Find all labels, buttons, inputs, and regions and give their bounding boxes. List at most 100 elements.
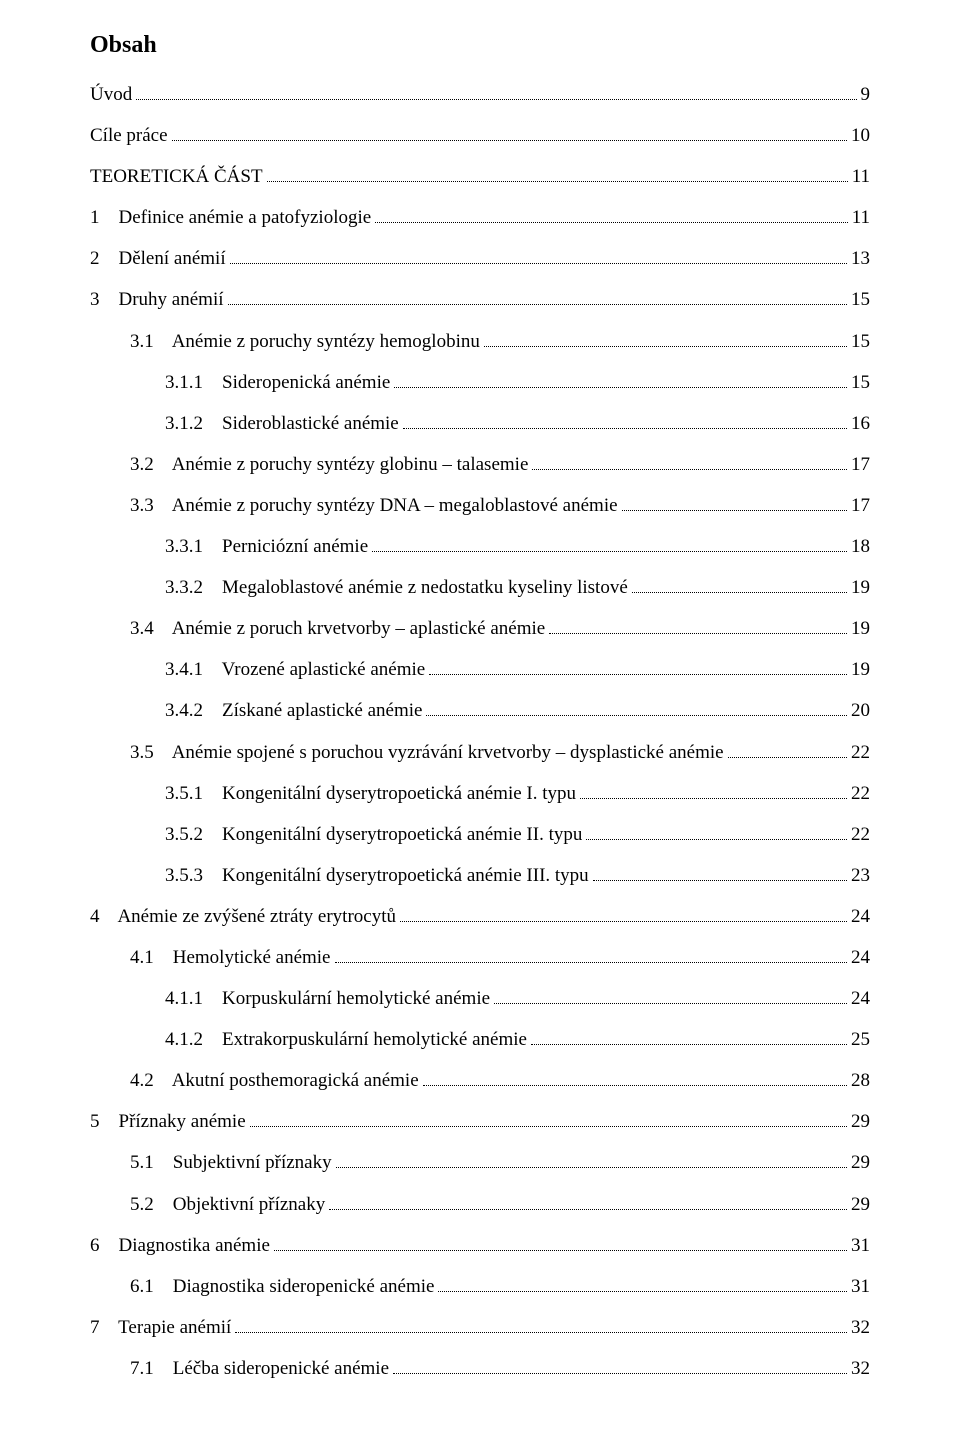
toc-entry[interactable]: 3.1.1 Sideropenická anémie 15: [90, 365, 870, 401]
toc-leader-dots: [531, 1027, 847, 1045]
toc-entry-label: 3.3 Anémie z poruchy syntézy DNA – megal…: [130, 488, 618, 524]
toc-entry[interactable]: 3.5 Anémie spojené s poruchou vyzrávání …: [90, 735, 870, 771]
toc-leader-dots: [423, 1068, 847, 1086]
toc-entry-label: 4.1.1 Korpuskulární hemolytické anémie: [165, 981, 490, 1017]
toc-entry[interactable]: 3.5.1 Kongenitální dyserytropoetická ané…: [90, 776, 870, 812]
toc-entry-page: 22: [851, 735, 870, 771]
toc-entry[interactable]: 3.3.1 Perniciózní anémie18: [90, 529, 870, 565]
toc-entry-label: 5 Příznaky anémie: [90, 1104, 246, 1140]
toc-entry[interactable]: 7 Terapie anémií32: [90, 1310, 870, 1346]
toc-entry[interactable]: 7.1 Léčba sideropenické anémie32: [90, 1351, 870, 1387]
toc-entry-label: TEORETICKÁ ČÁST: [90, 159, 263, 195]
toc-leader-dots: [438, 1274, 847, 1292]
toc-entry-page: 25: [851, 1022, 870, 1058]
toc-entry-page: 29: [851, 1145, 870, 1181]
toc-entry-label: 3.4 Anémie z poruch krvetvorby – aplasti…: [130, 611, 545, 647]
toc-entry-label: 7.1 Léčba sideropenické anémie: [130, 1351, 389, 1387]
toc-entry[interactable]: 3.4.1 Vrozené aplastické anémie19: [90, 652, 870, 688]
toc-leader-dots: [136, 82, 856, 100]
toc-entry[interactable]: 6.1 Diagnostika sideropenické anémie31: [90, 1269, 870, 1305]
toc-entry-label: 3.4.1 Vrozené aplastické anémie: [165, 652, 425, 688]
toc-entry-page: 18: [851, 529, 870, 565]
toc-entry[interactable]: 5.2 Objektivní příznaky29: [90, 1187, 870, 1223]
toc-entry-label: 6 Diagnostika anémie: [90, 1228, 270, 1264]
toc-entry-page: 23: [851, 858, 870, 894]
toc-entry-label: 1 Definice anémie a patofyziologie: [90, 200, 371, 236]
toc-entry-page: 17: [851, 488, 870, 524]
toc-entry-page: 20: [851, 693, 870, 729]
toc-entry-label: 3.2 Anémie z poruchy syntézy globinu – t…: [130, 447, 528, 483]
toc-entry[interactable]: 3.4 Anémie z poruch krvetvorby – aplasti…: [90, 611, 870, 647]
toc-entry[interactable]: Cíle práce 10: [90, 118, 870, 154]
toc-entry[interactable]: 5 Příznaky anémie 29: [90, 1104, 870, 1140]
toc-entry-label: 3 Druhy anémií: [90, 282, 224, 318]
toc-entry-label: 4.1 Hemolytické anémie: [130, 940, 331, 976]
toc-leader-dots: [372, 534, 847, 552]
toc-entry-label: Cíle práce: [90, 118, 168, 154]
toc-entry-page: 19: [851, 570, 870, 606]
toc-leader-dots: [336, 1150, 847, 1168]
toc-leader-dots: [230, 246, 847, 264]
toc-leader-dots: [400, 904, 847, 922]
toc-entry[interactable]: 4.1 Hemolytické anémie 24: [90, 940, 870, 976]
toc-entry-page: 15: [851, 365, 870, 401]
toc-entry-label: 3.5 Anémie spojené s poruchou vyzrávání …: [130, 735, 724, 771]
toc-entry-label: 3.5.1 Kongenitální dyserytropoetická ané…: [165, 776, 576, 812]
toc-entry-page: 17: [851, 447, 870, 483]
toc-leader-dots: [329, 1191, 847, 1209]
toc-entry-label: 3.1.1 Sideropenická anémie: [165, 365, 390, 401]
toc-entry[interactable]: 1 Definice anémie a patofyziologie11: [90, 200, 870, 236]
toc-entry-page: 29: [851, 1104, 870, 1140]
toc-title: Obsah: [90, 32, 870, 59]
toc-leader-dots: [393, 1356, 847, 1374]
toc-leader-dots: [250, 1109, 847, 1127]
toc-entry[interactable]: 6 Diagnostika anémie31: [90, 1228, 870, 1264]
toc-entry[interactable]: 5.1 Subjektivní příznaky29: [90, 1145, 870, 1181]
toc-leader-dots: [235, 1315, 847, 1333]
toc-entry[interactable]: 3.5.2 Kongenitální dyserytropoetická ané…: [90, 817, 870, 853]
toc-entry-page: 9: [861, 77, 871, 113]
toc-leader-dots: [403, 411, 847, 429]
toc-entry-page: 19: [851, 611, 870, 647]
toc-entry-page: 24: [851, 940, 870, 976]
toc-entry-label: 3.3.2 Megaloblastové anémie z nedostatku…: [165, 570, 628, 606]
toc-leader-dots: [484, 328, 847, 346]
toc-leader-dots: [632, 575, 847, 593]
toc-entry-page: 10: [851, 118, 870, 154]
toc-entry-page: 31: [851, 1269, 870, 1305]
toc-entry[interactable]: 3.5.3 Kongenitální dyserytropoetická ané…: [90, 858, 870, 894]
toc-entry[interactable]: 4.1.1 Korpuskulární hemolytické anémie24: [90, 981, 870, 1017]
toc-entry-page: 32: [851, 1310, 870, 1346]
toc-leader-dots: [580, 781, 847, 799]
toc-entry-page: 22: [851, 776, 870, 812]
toc-entry[interactable]: 4.2 Akutní posthemoragická anémie28: [90, 1063, 870, 1099]
toc-entry[interactable]: 2 Dělení anémií13: [90, 241, 870, 277]
toc-entry-label: 4.2 Akutní posthemoragická anémie: [130, 1063, 419, 1099]
toc-leader-dots: [549, 616, 847, 634]
toc-entry-page: 13: [851, 241, 870, 277]
toc-entry[interactable]: Úvod9: [90, 77, 870, 113]
toc-entry-page: 22: [851, 817, 870, 853]
toc-entry-label: 3.1.2 Sideroblastické anémie: [165, 406, 399, 442]
toc-leader-dots: [494, 986, 847, 1004]
toc-entry-label: 5.2 Objektivní příznaky: [130, 1187, 325, 1223]
toc-entry-page: 15: [851, 282, 870, 318]
toc-entry-page: 16: [851, 406, 870, 442]
toc-entry[interactable]: 3.1 Anémie z poruchy syntézy hemoglobinu…: [90, 324, 870, 360]
toc-entry-label: 3.5.3 Kongenitální dyserytropoetická ané…: [165, 858, 589, 894]
toc-leader-dots: [622, 493, 847, 511]
toc-list: Úvod9 Cíle práce 10 TEORETICKÁ ČÁST 11 1 Defi…: [90, 77, 870, 1387]
toc-entry-label: 4 Anémie ze zvýšené ztráty erytrocytů: [90, 899, 396, 935]
toc-entry[interactable]: TEORETICKÁ ČÁST 11: [90, 159, 870, 195]
toc-entry[interactable]: 3 Druhy anémií 15: [90, 282, 870, 318]
toc-entry[interactable]: 4.1.2 Extrakorpuskulární hemolytické ané…: [90, 1022, 870, 1058]
toc-entry[interactable]: 3.2 Anémie z poruchy syntézy globinu – t…: [90, 447, 870, 483]
toc-leader-dots: [228, 287, 847, 305]
toc-entry[interactable]: 3.4.2 Získané aplastické anémie20: [90, 693, 870, 729]
toc-entry[interactable]: 3.3.2 Megaloblastové anémie z nedostatku…: [90, 570, 870, 606]
toc-entry[interactable]: 3.3 Anémie z poruchy syntézy DNA – megal…: [90, 488, 870, 524]
toc-entry-page: 11: [852, 159, 870, 195]
toc-leader-dots: [429, 657, 847, 675]
toc-entry[interactable]: 4 Anémie ze zvýšené ztráty erytrocytů24: [90, 899, 870, 935]
toc-entry[interactable]: 3.1.2 Sideroblastické anémie 16: [90, 406, 870, 442]
